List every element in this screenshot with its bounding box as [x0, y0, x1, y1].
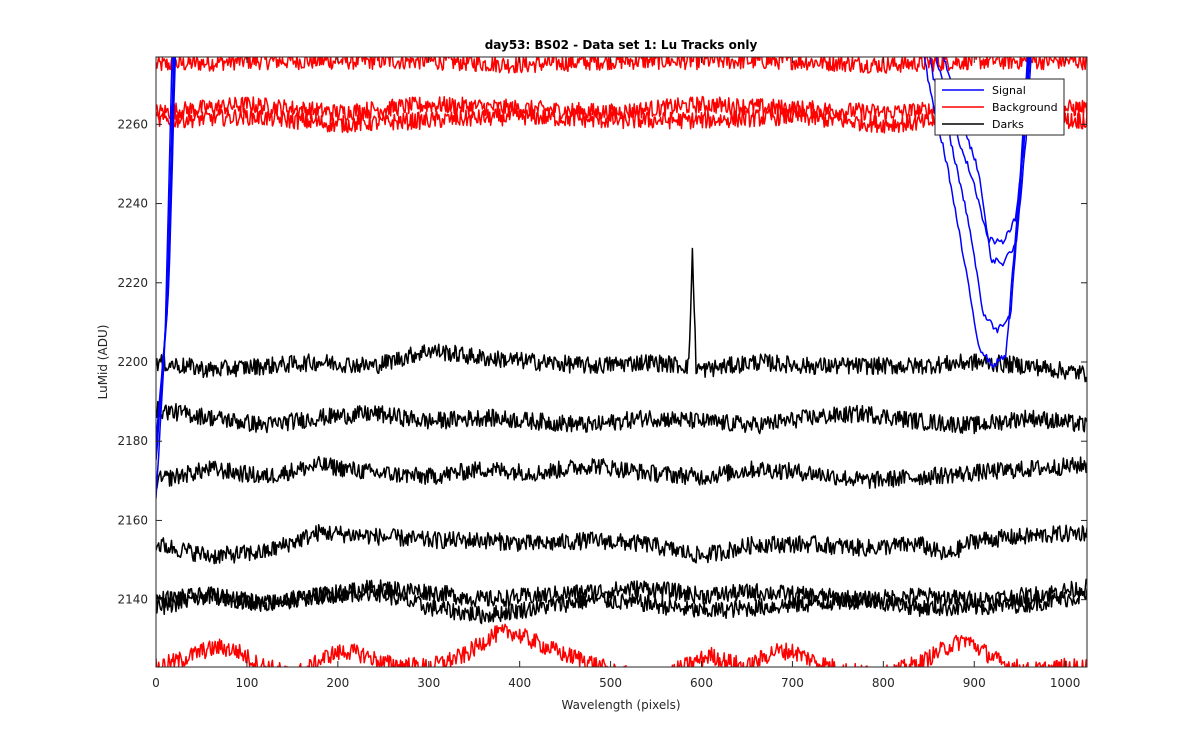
series-line-darks-12: [156, 523, 1087, 565]
legend-label-background: Background: [992, 101, 1058, 114]
series-line-darks-9: [156, 247, 1087, 383]
series-line-background-8: [156, 623, 1087, 667]
y-tick-label-2240: 2240: [117, 197, 148, 211]
x-tick-label-700: 700: [781, 676, 804, 690]
legend-label-signal: Signal: [992, 84, 1026, 97]
y-tick-label-2180: 2180: [117, 434, 148, 448]
x-tick-label-900: 900: [963, 676, 986, 690]
x-tick-label-0: 0: [152, 676, 160, 690]
x-tick-label-800: 800: [872, 676, 895, 690]
ticks-layer: 0 100 200 300 400 500 600 700 800 900 1000 2140 2160…: [117, 57, 1087, 690]
x-tick-label-600: 600: [690, 676, 713, 690]
series-line-background-7: [156, 107, 1087, 134]
series-line-background-6: [156, 95, 1087, 122]
series-line-darks-11: [156, 455, 1087, 490]
x-tick-label-300: 300: [417, 676, 440, 690]
x-tick-label-100: 100: [235, 676, 258, 690]
series-line-darks-14: [156, 583, 1087, 625]
y-tick-label-2160: 2160: [117, 513, 148, 527]
x-tick-label-500: 500: [599, 676, 622, 690]
y-tick-label-2220: 2220: [117, 276, 148, 290]
legend: Signal Background Darks: [934, 78, 1065, 136]
series-line-darks-13: [156, 578, 1087, 612]
x-axis-label: Wavelength (pixels): [561, 698, 680, 712]
chart-title: day53: BS02 - Data set 1: Lu Tracks only: [485, 38, 758, 52]
x-tick-label-400: 400: [508, 676, 531, 690]
y-axis-label: LuMid (ADU): [96, 325, 110, 400]
y-tick-label-2200: 2200: [117, 355, 148, 369]
x-tick-label-1000: 1000: [1050, 676, 1081, 690]
legend-label-darks: Darks: [992, 118, 1024, 131]
series-line-darks-10: [156, 400, 1087, 435]
x-tick-label-200: 200: [326, 676, 349, 690]
series-line-background-5: [156, 57, 1087, 74]
series-layer: [156, 57, 1087, 667]
y-tick-label-2260: 2260: [117, 117, 148, 131]
y-tick-label-2140: 2140: [117, 593, 148, 607]
